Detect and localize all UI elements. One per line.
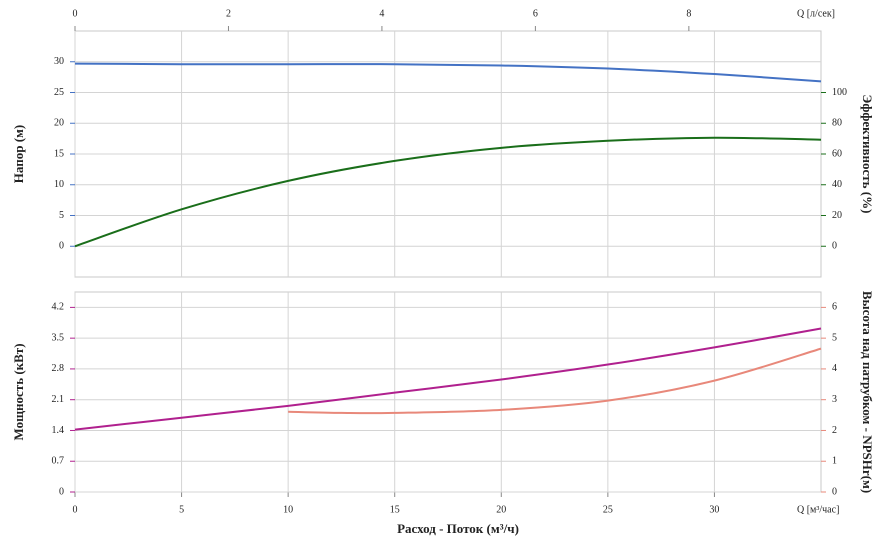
x-tick-label: 0 <box>73 504 78 515</box>
x-tick-label: 20 <box>496 504 506 515</box>
y2-tick-label: 5 <box>832 332 837 343</box>
y2-axis-title: Высота над патрубком - NPSHr(м) <box>860 291 875 493</box>
y2-tick-label: 3 <box>832 394 837 405</box>
y2-tick-label: 60 <box>832 148 842 159</box>
x-tick-label: 15 <box>390 504 400 515</box>
y-axis-title: Напор (м) <box>11 125 26 183</box>
x-tick-label: 30 <box>709 504 719 515</box>
y-tick-label: 3.5 <box>52 332 65 343</box>
y2-tick-label: 20 <box>832 210 842 221</box>
y-tick-label: 25 <box>54 87 64 98</box>
y2-tick-label: 4 <box>832 363 837 374</box>
y-axis-title: Мощность (кВт) <box>11 343 26 440</box>
y2-tick-label: 80 <box>832 118 842 129</box>
x2-tick-label: 2 <box>226 8 231 19</box>
x-tick-label: 10 <box>283 504 293 515</box>
x2-tick-label: 0 <box>73 8 78 19</box>
x-tick-label: 25 <box>603 504 613 515</box>
y-tick-label: 1.4 <box>52 425 65 436</box>
x2-tick-label: 6 <box>533 8 538 19</box>
y-tick-label: 20 <box>54 118 64 129</box>
y-tick-label: 4.2 <box>52 302 65 313</box>
y2-tick-label: 100 <box>832 87 847 98</box>
y-tick-label: 2.1 <box>52 394 65 405</box>
y2-axis-title: Эффективность (%) <box>860 95 875 214</box>
y2-tick-label: 6 <box>832 302 837 313</box>
y2-tick-label: 2 <box>832 425 837 436</box>
x2-tick-label: 4 <box>379 8 384 19</box>
x2-tick-label: 8 <box>686 8 691 19</box>
y-tick-label: 0 <box>59 486 64 497</box>
y2-tick-label: 1 <box>832 456 837 467</box>
series-line <box>74 136 822 248</box>
y-tick-label: 15 <box>54 148 64 159</box>
plot-frame <box>74 291 822 493</box>
y-tick-label: 5 <box>59 210 64 221</box>
series-line <box>74 327 822 431</box>
y2-tick-label: 40 <box>832 179 842 190</box>
y2-tick-label: 0 <box>832 486 837 497</box>
x-axis-title: Расход - Поток (м³/ч) <box>397 521 519 536</box>
y-tick-label: 10 <box>54 179 64 190</box>
x-axis-label: Q [м³/час] <box>797 504 839 515</box>
x-tick-label: 5 <box>179 504 184 515</box>
y-tick-label: 0 <box>59 241 64 252</box>
y2-tick-label: 0 <box>832 241 837 252</box>
series-line <box>74 62 822 83</box>
x2-axis-label: Q [л/сек] <box>797 8 835 19</box>
y-tick-label: 0.7 <box>52 456 65 467</box>
y-tick-label: 30 <box>54 56 64 67</box>
y-tick-label: 2.8 <box>52 363 65 374</box>
series-line <box>288 347 822 415</box>
